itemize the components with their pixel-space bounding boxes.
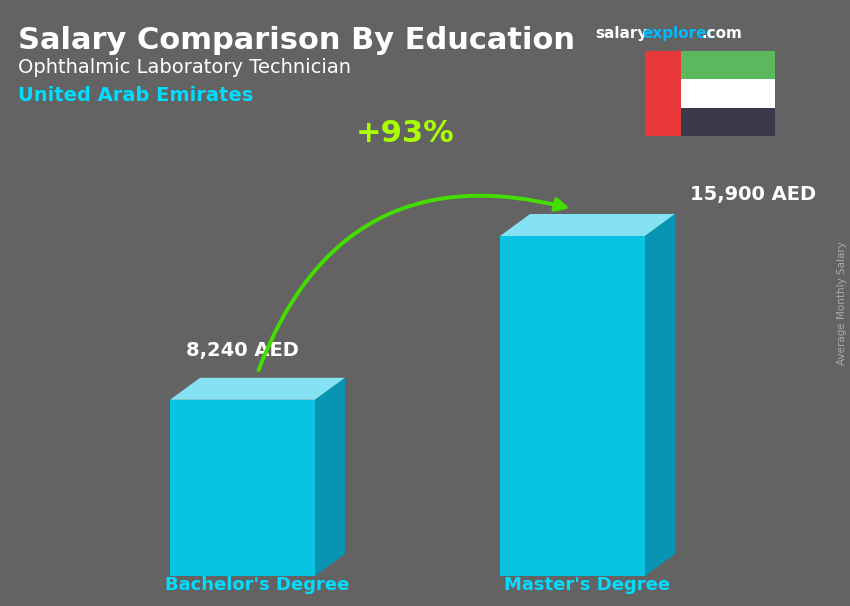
Text: Average Monthly Salary: Average Monthly Salary xyxy=(837,241,847,365)
Text: explorer: explorer xyxy=(642,26,714,41)
Text: United Arab Emirates: United Arab Emirates xyxy=(18,86,253,105)
Polygon shape xyxy=(500,236,645,576)
Polygon shape xyxy=(500,214,675,236)
Text: Ophthalmic Laboratory Technician: Ophthalmic Laboratory Technician xyxy=(18,58,351,77)
Polygon shape xyxy=(170,400,315,576)
Text: 15,900 AED: 15,900 AED xyxy=(690,185,816,204)
Bar xyxy=(682,108,775,136)
Text: .com: .com xyxy=(702,26,743,41)
Polygon shape xyxy=(645,214,675,576)
FancyArrowPatch shape xyxy=(258,196,565,370)
Text: 8,240 AED: 8,240 AED xyxy=(186,341,299,360)
Bar xyxy=(682,51,775,79)
Polygon shape xyxy=(315,378,345,576)
Text: salary: salary xyxy=(595,26,648,41)
Text: Master's Degree: Master's Degree xyxy=(504,576,671,594)
Bar xyxy=(645,51,682,136)
Text: Salary Comparison By Education: Salary Comparison By Education xyxy=(18,26,575,55)
Polygon shape xyxy=(170,378,345,400)
Text: Bachelor's Degree: Bachelor's Degree xyxy=(165,576,349,594)
Bar xyxy=(682,79,775,108)
Text: +93%: +93% xyxy=(355,119,455,148)
